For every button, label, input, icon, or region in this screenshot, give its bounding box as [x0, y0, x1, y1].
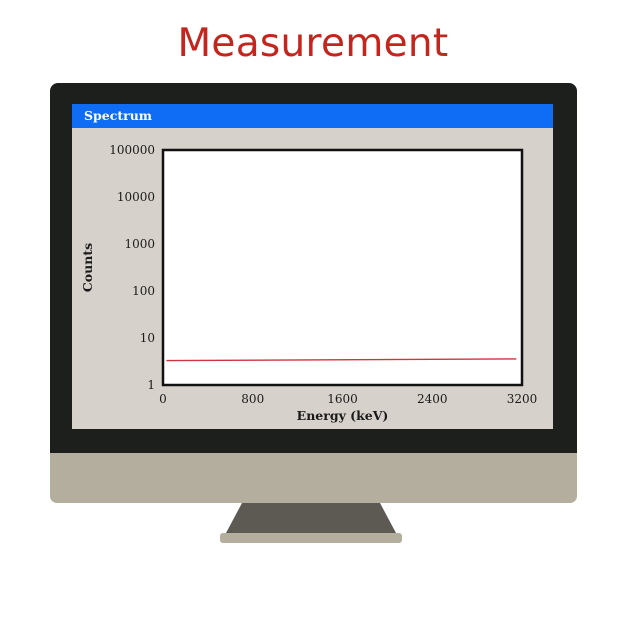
x-tick-label: 0 [159, 392, 167, 406]
window-title: Spectrum [84, 108, 153, 123]
x-tick-label: 2400 [417, 392, 448, 406]
page-title: Measurement [177, 21, 449, 66]
series-line [166, 358, 517, 362]
x-tick-label: 1600 [327, 392, 358, 406]
x-ticks: 0 800 1600 2400 3200 [159, 392, 537, 406]
y-tick-label: 100000 [109, 143, 155, 157]
x-tick-label: 3200 [507, 392, 538, 406]
x-tick-label: 800 [241, 392, 264, 406]
y-tick-label: 1 [147, 378, 155, 392]
y-tick-label: 1000 [124, 237, 155, 251]
y-tick-label: 100 [132, 284, 155, 298]
plot-area [161, 148, 524, 387]
monitor-chin [50, 453, 577, 503]
y-axis-title: Counts [80, 243, 95, 292]
y-ticks: 1 10 100 1000 10000 100000 [109, 143, 155, 392]
spectrum-chart: 1 10 100 1000 10000 100000 0 800 1600 2400 3200 E… [80, 143, 537, 423]
y-tick-label: 10 [140, 331, 155, 345]
series-lines [166, 358, 517, 362]
x-axis-title: Energy (keV) [297, 408, 389, 423]
spectrum-window: Spectrum 1 10 100 1000 10000 100000 0 800 1600 2… [72, 104, 553, 429]
monitor-stand [220, 503, 402, 543]
window-titlebar: Spectrum [72, 104, 553, 128]
y-tick-label: 10000 [117, 190, 155, 204]
